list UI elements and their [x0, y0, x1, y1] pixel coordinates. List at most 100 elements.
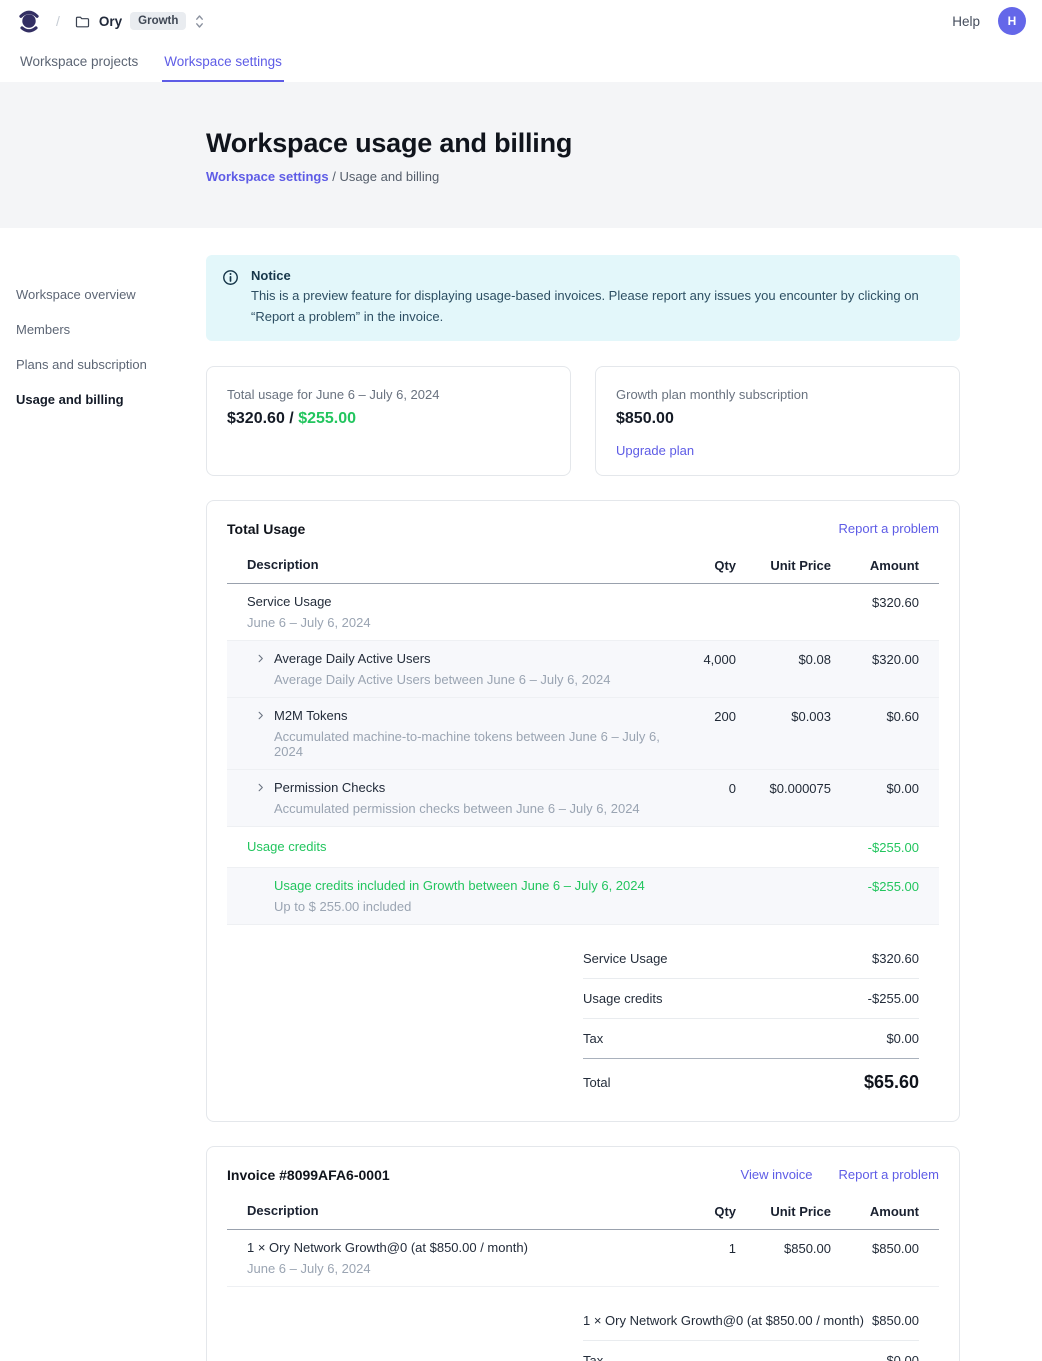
usage-used-amount: $320.60 [227, 409, 285, 427]
row-qty: 0 [728, 780, 736, 796]
chevron-right-icon [258, 654, 263, 662]
table-row-usage-credits-detail: Usage credits included in Growth between… [227, 867, 939, 925]
top-bar: / Ory Growth Help H [0, 0, 1042, 42]
summary-row-service-usage: Service Usage $320.60 [583, 939, 919, 979]
summary-value: -$255.00 [867, 990, 919, 1006]
row-name: Average Daily Active Users [274, 650, 431, 666]
summary-label: Usage credits [583, 990, 663, 1006]
row-qty: 4,000 [703, 651, 736, 667]
sidebar-item-workspace-overview[interactable]: Workspace overview [16, 287, 136, 302]
summary-value: $0.00 [886, 1352, 919, 1361]
row-name: Permission Checks [274, 779, 386, 795]
invoice-panel: Invoice #8099AFA6-0001 View invoice Repo… [206, 1145, 960, 1361]
help-link[interactable]: Help [952, 13, 980, 29]
tab-workspace-projects[interactable]: Workspace projects [20, 54, 139, 69]
summary-value: $320.60 [872, 950, 919, 966]
row-subtitle: June 6 – July 6, 2024 [247, 614, 371, 630]
avatar[interactable]: H [998, 7, 1026, 35]
col-amount: Amount [869, 1203, 919, 1219]
usage-report-problem-link[interactable]: Report a problem [838, 521, 939, 537]
info-icon [223, 270, 238, 285]
usage-panel-title: Total Usage [227, 520, 306, 537]
invoice-report-problem-link[interactable]: Report a problem [838, 1167, 939, 1183]
row-amount: $320.00 [872, 651, 919, 667]
summary-row-tax: Tax $0.00 [583, 1019, 919, 1059]
summary-label: Service Usage [583, 950, 668, 966]
plan-subscription-card: Growth plan monthly subscription $850.00… [595, 365, 960, 476]
notice-title: Notice [251, 268, 291, 283]
row-name: Usage credits included in Growth between… [274, 877, 645, 893]
table-row-service-usage: Service Usage June 6 – July 6, 2024 $320… [227, 584, 939, 641]
invoice-title: Invoice #8099AFA6-0001 [227, 1166, 390, 1183]
row-amount: -$255.00 [867, 839, 919, 855]
main-tabs: Workspace projects Workspace settings [0, 42, 1042, 82]
usage-summary: Service Usage $320.60 Usage credits -$25… [583, 939, 919, 1095]
table-row-permission-checks[interactable]: Permission Checks Accumulated permission… [227, 769, 939, 827]
view-invoice-link[interactable]: View invoice [740, 1167, 813, 1183]
breadcrumb-sep: / [328, 169, 340, 184]
summary-label: Tax [583, 1352, 604, 1361]
table-row-usage-credits: Usage credits -$255.00 [227, 827, 939, 868]
summary-label: 1 × Ory Network Growth@0 (at $850.00 / m… [583, 1312, 864, 1328]
breadcrumb-current: Usage and billing [339, 169, 440, 184]
sidebar-item-usage-and-billing[interactable]: Usage and billing [16, 392, 124, 407]
total-usage-label: Total usage for June 6 – July 6, 2024 [227, 386, 440, 402]
plan-subscription-amount: $850.00 [616, 409, 674, 427]
row-unit-price: $0.08 [798, 651, 831, 667]
notice-body: This is a preview feature for displaying… [251, 288, 919, 324]
upgrade-plan-link[interactable]: Upgrade plan [616, 442, 695, 458]
summary-row-plan-item: 1 × Ory Network Growth@0 (at $850.00 / m… [583, 1301, 919, 1341]
col-description: Description [247, 1202, 319, 1218]
row-subtitle: Accumulated permission checks between Ju… [274, 800, 640, 816]
settings-sidenav: Workspace overview Members Plans and sub… [16, 282, 176, 422]
sidebar-item-plans-and-subscription[interactable]: Plans and subscription [16, 357, 147, 372]
folder-icon [75, 16, 90, 27]
breadcrumb-workspace-settings[interactable]: Workspace settings [206, 169, 329, 184]
row-name: Usage credits [247, 838, 327, 854]
chevron-right-icon [258, 783, 263, 791]
table-row-average-daily-active-users[interactable]: Average Daily Active Users Average Daily… [227, 640, 939, 698]
page-header-band: Workspace usage and billing Workspace se… [0, 82, 1042, 228]
ory-logo[interactable] [16, 8, 42, 34]
row-name: M2M Tokens [274, 707, 348, 723]
row-qty: 200 [714, 708, 736, 724]
usage-table-header: Description Qty Unit Price Amount [227, 557, 939, 584]
row-amount: -$255.00 [867, 878, 919, 894]
col-unit-price: Unit Price [770, 557, 831, 573]
invoice-table-header: Description Qty Unit Price Amount [227, 1203, 939, 1230]
row-subtitle: Average Daily Active Users between June … [274, 671, 611, 687]
invoice-row-growth-plan: 1 × Ory Network Growth@0 (at $850.00 / m… [227, 1230, 939, 1287]
col-qty: Qty [714, 557, 736, 573]
summary-value: $850.00 [872, 1312, 919, 1328]
breadcrumb: Workspace settings / Usage and billing [206, 169, 1042, 184]
row-name: Service Usage [247, 593, 332, 609]
workspace-name: Ory [98, 13, 123, 29]
row-unit-price: $0.003 [791, 708, 831, 724]
row-subtitle: Accumulated machine-to-machine tokens be… [274, 728, 660, 759]
row-qty: 1 [728, 1240, 736, 1256]
sidebar-item-members[interactable]: Members [16, 322, 71, 337]
row-amount: $850.00 [872, 1240, 919, 1256]
row-amount: $0.00 [886, 780, 919, 796]
ory-logo-icon [19, 10, 39, 33]
invoice-summary: 1 × Ory Network Growth@0 (at $850.00 / m… [583, 1301, 919, 1361]
summary-row-total: Total $65.60 [583, 1059, 919, 1095]
summary-row-tax: Tax $0.00 [583, 1341, 919, 1361]
workspace-switcher[interactable]: Ory Growth [74, 12, 206, 30]
tab-workspace-settings[interactable]: Workspace settings [162, 44, 284, 82]
plan-subscription-label: Growth plan monthly subscription [616, 386, 809, 402]
col-description: Description [247, 556, 319, 572]
total-usage-panel: Total Usage Report a problem Description… [206, 499, 960, 1122]
total-usage-value: $320.60 / $255.00 [227, 410, 550, 428]
chevron-right-icon [258, 711, 263, 719]
col-amount: Amount [869, 557, 919, 573]
usage-amount-separator: / [284, 409, 299, 427]
table-row-m2m-tokens[interactable]: M2M Tokens Accumulated machine-to-machin… [227, 697, 939, 770]
page-title: Workspace usage and billing [206, 128, 573, 158]
summary-label: Tax [583, 1030, 604, 1046]
row-amount: $0.60 [886, 708, 919, 724]
total-usage-card: Total usage for June 6 – July 6, 2024 $3… [206, 365, 571, 476]
col-unit-price: Unit Price [770, 1203, 831, 1219]
breadcrumb-separator: / [56, 13, 60, 29]
summary-value: $0.00 [886, 1030, 919, 1046]
